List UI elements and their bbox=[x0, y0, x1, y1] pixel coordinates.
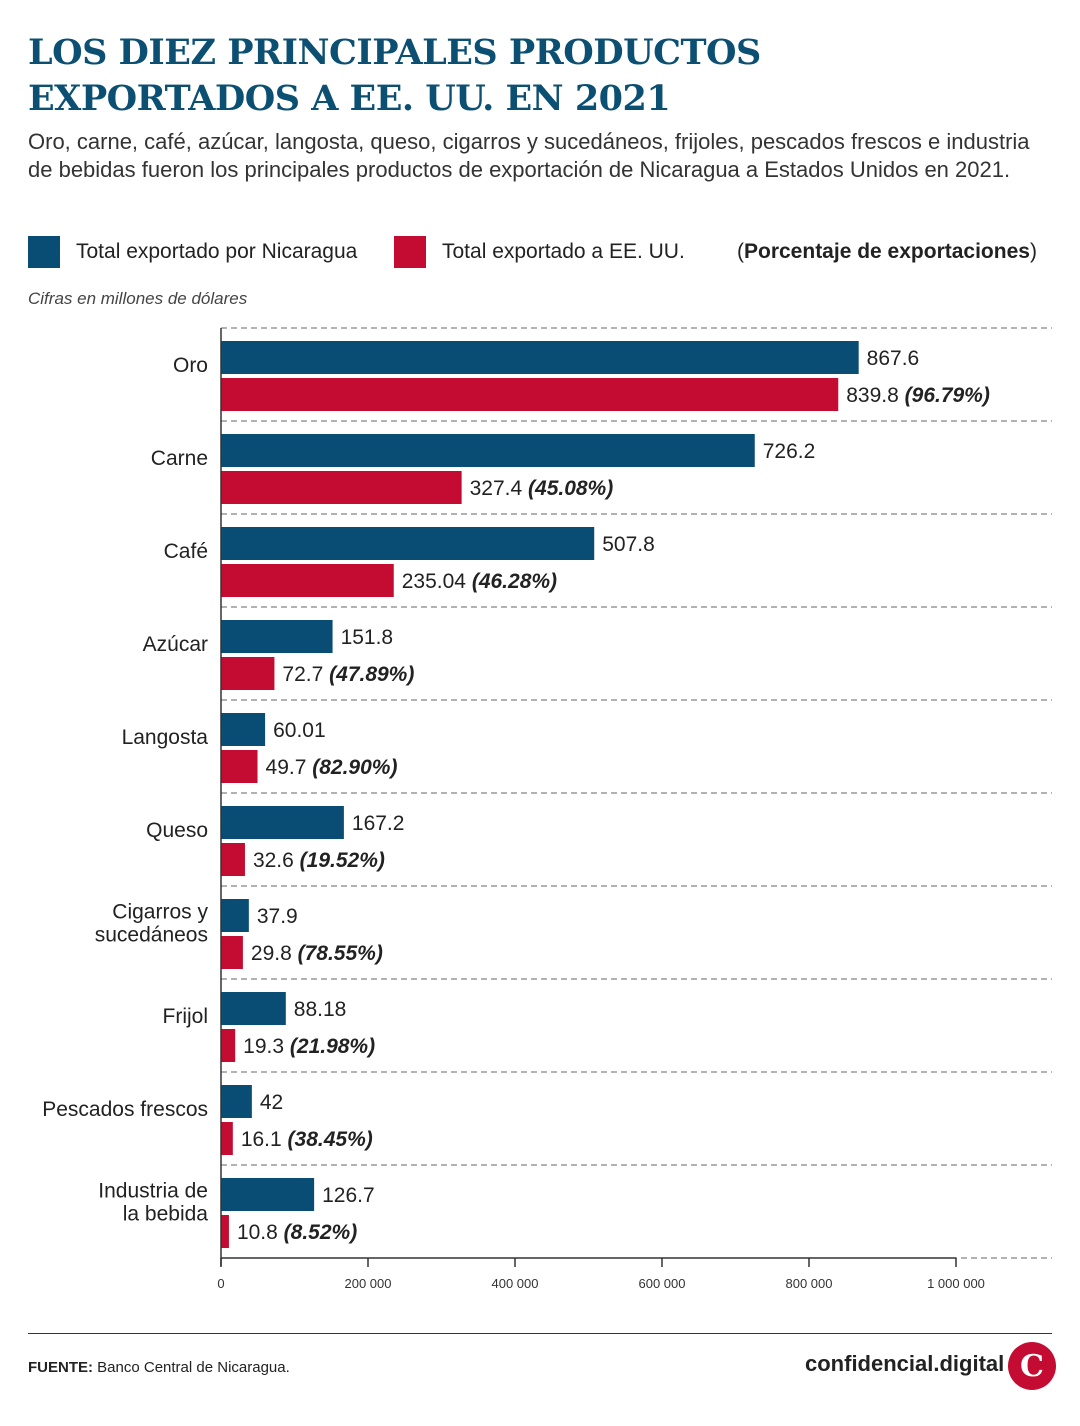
source-text: Banco Central de Nicaragua. bbox=[97, 1359, 290, 1376]
legend-swatch-usa bbox=[394, 236, 426, 268]
value-label-usa: 19.3 (21.98%) bbox=[243, 1035, 375, 1058]
legend-item-total: Total exportado por Nicaragua bbox=[28, 234, 357, 270]
legend-paren-close: ) bbox=[1029, 240, 1037, 263]
value-label-total: 37.9 bbox=[257, 905, 298, 928]
value-label-usa: 839.8 (96.79%) bbox=[846, 384, 990, 407]
legend-label-percentage: Porcentaje de exportaciones bbox=[744, 240, 1030, 263]
bar-total bbox=[221, 341, 859, 374]
value-label-usa: 72.7 (47.89%) bbox=[282, 663, 414, 686]
value-label-usa: 327.4 (45.08%) bbox=[470, 477, 614, 500]
percentage-label: (82.90%) bbox=[312, 756, 397, 779]
brand-name: confidencial.digital bbox=[805, 1351, 1005, 1376]
legend-swatch-total bbox=[28, 236, 60, 268]
percentage-label: (47.89%) bbox=[329, 663, 414, 686]
category-label: Industria de bbox=[98, 1180, 208, 1203]
category-label: Cigarros y bbox=[112, 901, 208, 924]
chart-title: LOS DIEZ PRINCIPALES PRODUCTOS EXPORTADO… bbox=[28, 30, 1058, 122]
legend-percentage-note: (Porcentaje de exportaciones) bbox=[737, 234, 1037, 270]
x-tick-label: 200 000 bbox=[345, 1276, 392, 1291]
percentage-label: (21.98%) bbox=[290, 1035, 375, 1058]
category-label: Azúcar bbox=[143, 633, 208, 656]
value-label-usa: 235.04 (46.28%) bbox=[402, 570, 557, 593]
value-label-total: 151.8 bbox=[341, 626, 394, 649]
bar-usa bbox=[221, 1215, 229, 1248]
bar-total bbox=[221, 1178, 315, 1211]
bar-usa bbox=[221, 750, 258, 783]
title-line-2: EXPORTADOS A EE. UU. EN 2021 bbox=[28, 78, 671, 119]
value-label-total: 60.01 bbox=[273, 719, 326, 742]
bar-total bbox=[221, 434, 755, 467]
bar-usa bbox=[221, 657, 275, 690]
value-label-total: 88.18 bbox=[294, 998, 347, 1021]
percentage-label: (96.79%) bbox=[905, 384, 990, 407]
bar-total bbox=[221, 992, 286, 1025]
category-label: Frijol bbox=[163, 1005, 209, 1028]
bar-usa bbox=[221, 1122, 233, 1155]
value-label-usa: 29.8 (78.55%) bbox=[251, 942, 383, 965]
percentage-label: (45.08%) bbox=[528, 477, 613, 500]
legend-paren-open: ( bbox=[737, 240, 744, 263]
bar-usa bbox=[221, 1029, 236, 1062]
x-tick-label: 600 000 bbox=[639, 1276, 686, 1291]
value-label-total: 726.2 bbox=[763, 440, 816, 463]
bar-usa bbox=[221, 843, 245, 876]
category-label: Café bbox=[164, 540, 208, 563]
value-label-total: 167.2 bbox=[352, 812, 405, 835]
bar-usa bbox=[221, 936, 243, 969]
category-label: Queso bbox=[146, 819, 208, 842]
category-label: la bebida bbox=[123, 1203, 209, 1226]
bar-total bbox=[221, 1085, 252, 1118]
value-label-usa: 10.8 (8.52%) bbox=[237, 1221, 357, 1244]
category-label: sucedáneos bbox=[95, 924, 208, 947]
x-tick-label: 800 000 bbox=[786, 1276, 833, 1291]
category-label: Carne bbox=[151, 447, 208, 470]
units-note: Cifras en millones de dólares bbox=[28, 289, 248, 308]
value-label-total: 126.7 bbox=[322, 1184, 375, 1207]
bar-total bbox=[221, 713, 266, 746]
bar-usa bbox=[221, 378, 839, 411]
source-note: FUENTE: Banco Central de Nicaragua. bbox=[28, 1359, 290, 1376]
percentage-label: (8.52%) bbox=[284, 1221, 358, 1244]
percentage-label: (78.55%) bbox=[298, 942, 383, 965]
title-line-1: LOS DIEZ PRINCIPALES PRODUCTOS bbox=[28, 32, 761, 73]
bar-chart: Oro 867.6 839.8 (96.79%) Carne 726.2 327.4 (4… bbox=[42, 327, 1052, 1291]
logo-letter: C bbox=[1020, 1349, 1044, 1384]
value-label-total: 42 bbox=[260, 1091, 283, 1114]
footer-divider bbox=[28, 1333, 1052, 1334]
category-label: Langosta bbox=[122, 726, 209, 749]
bar-total bbox=[221, 620, 333, 653]
source-label: FUENTE: bbox=[28, 1359, 93, 1376]
confidencial-logo-icon: C bbox=[1008, 1342, 1056, 1390]
value-label-total: 867.6 bbox=[867, 347, 920, 370]
percentage-label: (19.52%) bbox=[300, 849, 385, 872]
bar-usa bbox=[221, 471, 462, 504]
bar-total bbox=[221, 806, 344, 839]
x-tick-label: 1 000 000 bbox=[927, 1276, 985, 1291]
bar-usa bbox=[221, 564, 394, 597]
x-tick-label: 400 000 bbox=[492, 1276, 539, 1291]
x-tick-label: 0 bbox=[217, 1276, 224, 1291]
legend: Total exportado por Nicaragua Total expo… bbox=[28, 234, 1058, 270]
legend-item-usa: Total exportado a EE. UU. bbox=[394, 234, 685, 270]
chart-subtitle: Oro, carne, café, azúcar, langosta, ques… bbox=[28, 129, 1030, 182]
value-label-usa: 49.7 (82.90%) bbox=[266, 756, 398, 779]
bar-total bbox=[221, 527, 595, 560]
value-label-usa: 32.6 (19.52%) bbox=[253, 849, 385, 872]
value-label-total: 507.8 bbox=[602, 533, 655, 556]
percentage-label: (46.28%) bbox=[472, 570, 557, 593]
category-label: Oro bbox=[173, 354, 208, 377]
bar-total bbox=[221, 899, 249, 932]
percentage-label: (38.45%) bbox=[288, 1128, 373, 1151]
category-label: Pescados frescos bbox=[42, 1098, 208, 1121]
value-label-usa: 16.1 (38.45%) bbox=[241, 1128, 373, 1151]
legend-label-total: Total exportado por Nicaragua bbox=[76, 240, 358, 263]
legend-label-usa: Total exportado a EE. UU. bbox=[442, 240, 685, 263]
